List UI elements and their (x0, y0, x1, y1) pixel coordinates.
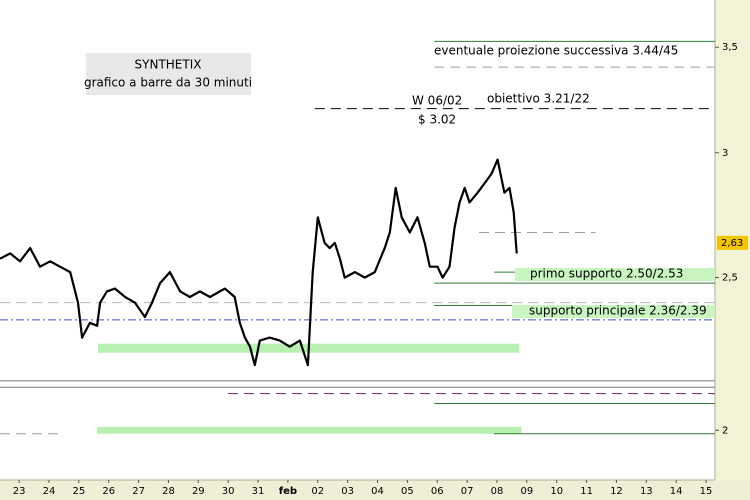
x-tick-label: 24 (43, 486, 56, 497)
annotation: supporto principale 2.36/2.39 (529, 304, 707, 318)
x-tick-label: feb (279, 486, 297, 497)
y-tick-label: 2 (722, 425, 728, 436)
last-price-box (717, 235, 748, 250)
x-tick-label: 05 (401, 486, 414, 497)
x-tick-label: 11 (580, 486, 593, 497)
chart-subtitle: grafico a barre da 30 minuti (84, 76, 252, 90)
y-tick-label: 3,5 (722, 42, 738, 53)
x-tick-label: 31 (252, 486, 265, 497)
x-tick-label: 28 (162, 486, 175, 497)
x-axis-pane (0, 480, 750, 500)
x-tick-label: 06 (431, 486, 444, 497)
x-tick-label: 27 (132, 486, 145, 497)
x-tick-label: 03 (341, 486, 354, 497)
x-tick-label: 09 (520, 486, 533, 497)
x-tick-label: 25 (72, 486, 85, 497)
annotation: $ 3.02 (418, 113, 456, 127)
price-line (0, 158, 518, 367)
x-tick-label: 23 (13, 486, 26, 497)
label-box (515, 268, 715, 281)
annotation: obiettivo 3.21/22 (487, 92, 590, 106)
annotation: W 06/02 (412, 94, 462, 108)
x-tick-label: 12 (610, 486, 623, 497)
x-tick-label: 02 (311, 486, 324, 497)
annotation: primo supporto 2.50/2.53 (530, 267, 683, 281)
y-axis-pane (715, 0, 750, 500)
chart-title: SYNTHETIX (135, 58, 202, 72)
x-tick-label: 30 (222, 486, 235, 497)
support-band (97, 426, 522, 434)
label-box (512, 305, 715, 318)
x-tick-label: 08 (491, 486, 504, 497)
x-tick-label: 29 (192, 486, 205, 497)
x-tick-label: 13 (640, 486, 653, 497)
y-tick-label: 2,5 (722, 273, 738, 284)
x-tick-label: 26 (102, 486, 115, 497)
annotation: eventuale proiezione successiva 3.44/45 (434, 44, 678, 58)
y-tick-label: 3 (722, 148, 728, 159)
title-box (86, 53, 251, 95)
x-tick-label: 04 (371, 486, 384, 497)
last-price-label: 2,63 (721, 238, 743, 249)
x-tick-label: 14 (670, 486, 683, 497)
x-tick-label: 07 (461, 486, 474, 497)
x-tick-label: 10 (550, 486, 563, 497)
x-tick-label: 15 (700, 486, 713, 497)
